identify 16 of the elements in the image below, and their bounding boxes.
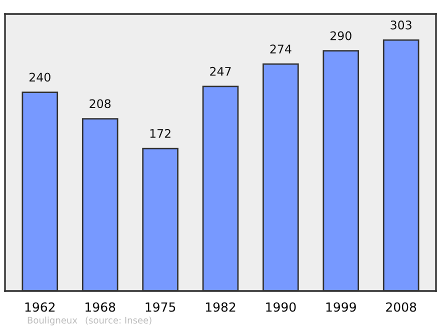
x-tick-label: 1968 <box>86 302 116 312</box>
x-tick-label: 1990 <box>266 302 296 312</box>
data-label: 274 <box>270 44 292 54</box>
data-label: 290 <box>330 31 352 40</box>
data-label: 303 <box>390 20 412 30</box>
text: (source: Insee) <box>86 316 152 325</box>
data-label: 247 <box>210 66 231 76</box>
x-tick-label: 2008 <box>386 302 416 312</box>
text: Bouligneux <box>28 316 78 326</box>
x-tick-label: 1962 <box>25 302 55 312</box>
data-label: 172 <box>150 129 170 138</box>
data-label: 208 <box>90 99 111 108</box>
data-label: 240 <box>30 72 50 82</box>
x-tick-label: 1975 <box>146 302 176 312</box>
x-tick-label: 1982 <box>206 302 236 312</box>
x-tick-label: 1999 <box>326 302 356 312</box>
